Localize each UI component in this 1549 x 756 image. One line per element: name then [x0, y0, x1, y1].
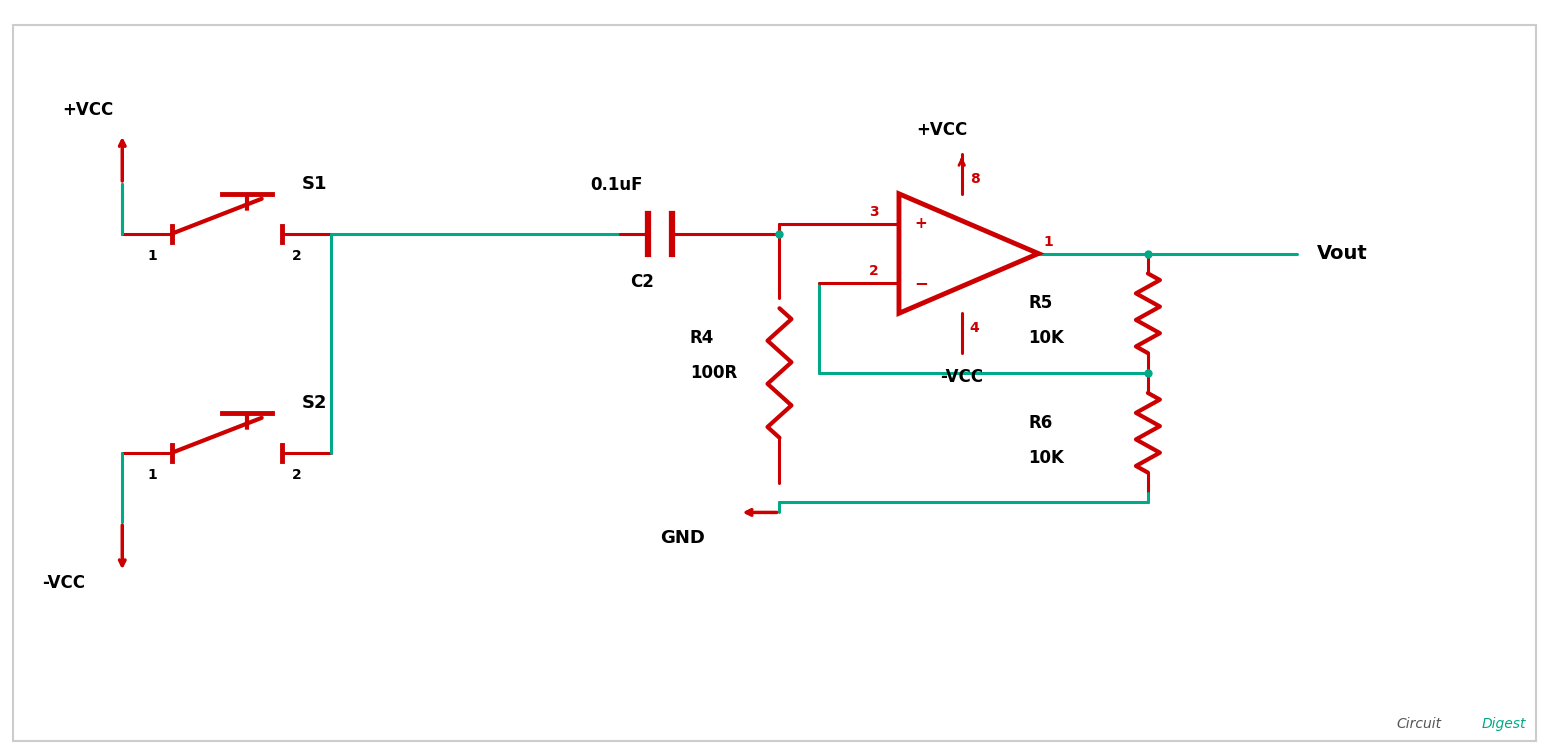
Text: 2: 2 — [291, 249, 302, 262]
Text: 2: 2 — [291, 468, 302, 482]
Text: R5: R5 — [1029, 294, 1053, 312]
Text: S1: S1 — [302, 175, 327, 193]
Text: 2: 2 — [869, 265, 878, 278]
Text: 4: 4 — [970, 321, 979, 335]
Text: +VCC: +VCC — [62, 101, 113, 119]
Text: +: + — [914, 216, 926, 231]
Text: −: − — [914, 274, 928, 293]
Text: 100R: 100R — [689, 364, 737, 382]
Text: R4: R4 — [689, 329, 714, 347]
Text: Digest: Digest — [1481, 717, 1526, 732]
Text: Circuit: Circuit — [1397, 717, 1442, 732]
Text: 8: 8 — [970, 172, 979, 186]
Text: -VCC: -VCC — [940, 368, 984, 386]
Text: -VCC: -VCC — [43, 574, 85, 592]
Text: 3: 3 — [869, 205, 878, 218]
Text: 1: 1 — [147, 468, 156, 482]
Text: S2: S2 — [302, 394, 327, 412]
Text: Vout: Vout — [1317, 244, 1368, 263]
Text: GND: GND — [660, 529, 705, 547]
Text: R6: R6 — [1029, 414, 1053, 432]
Text: 1: 1 — [1044, 234, 1053, 249]
Text: 0.1uF: 0.1uF — [590, 176, 643, 194]
Text: +VCC: +VCC — [915, 121, 968, 139]
Text: 10K: 10K — [1029, 448, 1064, 466]
Text: 1: 1 — [147, 249, 156, 262]
Text: 10K: 10K — [1029, 329, 1064, 347]
Text: C2: C2 — [630, 274, 654, 292]
